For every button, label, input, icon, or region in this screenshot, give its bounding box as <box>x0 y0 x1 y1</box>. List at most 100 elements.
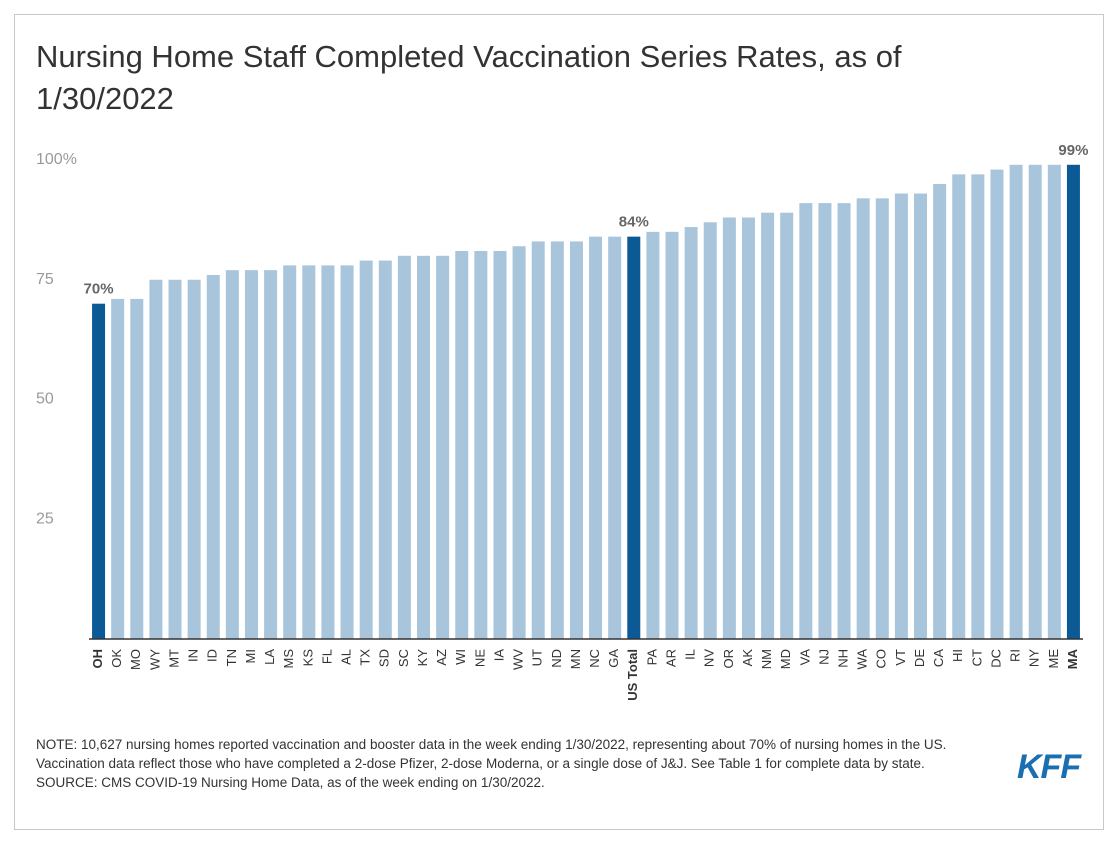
bar <box>130 298 144 639</box>
x-tick-label: CA <box>931 649 946 667</box>
bar <box>321 265 335 639</box>
bar <box>302 265 316 639</box>
bar <box>417 255 431 640</box>
x-tick-label: KY <box>415 649 430 667</box>
bar <box>359 260 373 639</box>
bar <box>531 241 545 639</box>
x-tick-label: VT <box>893 649 908 666</box>
x-tick-label: VA <box>797 649 812 666</box>
bar <box>952 174 966 639</box>
x-tick-label: ID <box>205 649 220 662</box>
x-tick-label: RI <box>1008 649 1023 662</box>
x-tick-label: MS <box>281 649 296 669</box>
x-tick-label: NC <box>587 649 602 668</box>
bar <box>149 279 163 639</box>
bar <box>875 198 889 639</box>
bar <box>550 241 564 639</box>
x-tick-label: MO <box>128 649 143 670</box>
bar <box>168 279 182 639</box>
bar <box>283 265 297 639</box>
x-tick-label: FL <box>319 649 334 664</box>
x-tick-label: HI <box>950 649 965 662</box>
bar <box>990 169 1004 639</box>
x-tick-label: ND <box>549 649 564 668</box>
bar <box>493 251 507 639</box>
bar <box>589 236 603 639</box>
x-tick-label: WV <box>511 649 526 670</box>
x-tick-label: OK <box>109 649 124 668</box>
x-tick-label: MI <box>243 649 258 663</box>
bar <box>722 217 736 640</box>
x-tick-label: NE <box>472 649 487 667</box>
bar <box>1028 164 1042 640</box>
data-label: 99% <box>1058 142 1088 159</box>
x-tick-label: DC <box>988 649 1003 668</box>
x-tick-label: CT <box>969 649 984 666</box>
y-tick-label: 100% <box>36 151 77 168</box>
bar <box>971 174 985 639</box>
chart-title: Nursing Home Staff Completed Vaccination… <box>36 39 902 116</box>
bar <box>187 279 201 639</box>
y-tick-label: 75 <box>36 271 54 288</box>
logo: KFF <box>1017 748 1081 786</box>
x-tick-label: ME <box>1046 649 1061 669</box>
bar <box>818 203 832 640</box>
x-tick-label: AR <box>663 649 678 667</box>
bar <box>608 236 622 639</box>
source: SOURCE: CMS COVID-19 Nursing Home Data, … <box>36 775 545 790</box>
bar <box>1066 164 1080 640</box>
x-tick-label: WI <box>453 649 468 665</box>
bar <box>397 255 411 640</box>
x-tick-label: SD <box>377 649 392 667</box>
x-tick-label: MA <box>1065 648 1080 669</box>
bar <box>225 270 239 639</box>
x-tick-label: OR <box>721 649 736 669</box>
x-tick-label: MT <box>166 649 181 668</box>
x-tick-label: WY <box>147 649 162 670</box>
x-tick-label: TX <box>358 649 373 666</box>
bar <box>1047 164 1061 640</box>
bar <box>665 231 679 639</box>
notes: NOTE: 10,627 nursing homes reported vacc… <box>36 735 1006 792</box>
bar <box>780 212 794 639</box>
bar <box>761 212 775 639</box>
x-tick-label: IN <box>186 649 201 662</box>
bar <box>455 251 469 639</box>
x-tick-label: TN <box>224 649 239 666</box>
bar <box>627 236 641 639</box>
x-tick-label: NV <box>702 649 717 667</box>
bar <box>474 251 488 639</box>
x-tick-label: LA <box>262 649 277 665</box>
x-tick-label: WA <box>855 649 870 670</box>
bar <box>111 298 125 639</box>
bar <box>206 274 220 639</box>
x-tick-label: IA <box>491 649 506 662</box>
bar <box>646 231 660 639</box>
note: NOTE: 10,627 nursing homes reported vacc… <box>36 737 947 771</box>
bar <box>703 222 717 639</box>
x-tick-label: NM <box>759 649 774 669</box>
bar <box>1009 164 1023 640</box>
x-tick-label: CO <box>874 649 889 669</box>
frame <box>14 14 1104 830</box>
bar <box>340 265 354 639</box>
bar <box>244 270 258 639</box>
x-tick-label: MN <box>568 649 583 669</box>
data-label: 70% <box>84 281 114 298</box>
x-tick-label: IL <box>683 649 698 660</box>
bar <box>894 193 908 639</box>
bar <box>436 255 450 640</box>
bar <box>378 260 392 639</box>
bar <box>569 241 583 639</box>
x-tick-label: AL <box>338 649 353 665</box>
x-tick-label: OH <box>90 649 105 669</box>
x-tick-label: US Total <box>625 649 640 701</box>
bar <box>684 227 698 639</box>
x-tick-label: SC <box>396 649 411 667</box>
bar <box>512 246 526 639</box>
x-tick-label: UT <box>530 649 545 666</box>
y-tick-label: 25 <box>36 510 54 527</box>
x-tick-label: KS <box>300 649 315 667</box>
